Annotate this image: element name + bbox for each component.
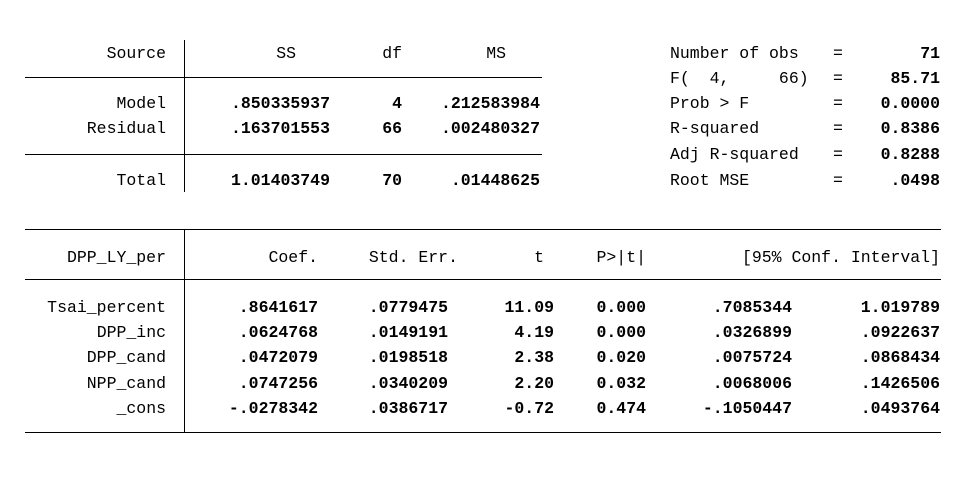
coef-row-var: Tsai_percent xyxy=(47,298,166,317)
stat-label: Number of obs xyxy=(670,44,799,63)
anova-row-df: 4 xyxy=(392,94,402,113)
anova-header-rule xyxy=(25,77,542,78)
anova-header-df: df xyxy=(382,44,402,63)
anova-row-ss: 1.01403749 xyxy=(230,171,330,190)
stat-value: 0.0000 xyxy=(880,94,940,113)
coef-header-var: DPP_LY_per xyxy=(66,248,166,267)
coef-row-ci-lower: .0326899 xyxy=(712,323,792,342)
stat-label: Adj R-squared xyxy=(670,145,799,164)
coef-row-p: 0.032 xyxy=(596,374,646,393)
coef-row-t: 11.09 xyxy=(504,298,554,317)
coef-row-p: 0.020 xyxy=(596,348,646,367)
anova-row-ss: .850335937 xyxy=(230,94,330,113)
anova-header-ms: MS xyxy=(486,44,506,63)
coef-row-coef: .0747256 xyxy=(238,374,318,393)
coef-row-coef: -.0278342 xyxy=(228,399,318,418)
coef-header-rule xyxy=(25,279,941,280)
anova-total-rule xyxy=(25,154,542,155)
stat-equals: = xyxy=(833,145,843,164)
coef-row-se: .0149191 xyxy=(368,323,448,342)
stat-equals: = xyxy=(833,119,843,138)
stat-equals: = xyxy=(833,94,843,113)
coef-header-coef: Coef. xyxy=(268,248,318,267)
coef-header-t: t xyxy=(534,248,544,267)
coef-row-coef: .0624768 xyxy=(238,323,318,342)
coef-row-ci-upper: .0493764 xyxy=(860,399,940,418)
coef-header-se: Std. Err. xyxy=(368,248,458,267)
coef-row-t: 4.19 xyxy=(514,323,554,342)
coef-row-var: _cons xyxy=(116,399,166,418)
coef-row-ci-lower: .0068006 xyxy=(712,374,792,393)
coef-row-se: .0386717 xyxy=(368,399,448,418)
anova-header-ss: SS xyxy=(276,44,296,63)
coef-bottom-rule xyxy=(25,432,941,433)
coef-row-p: 0.000 xyxy=(596,298,646,317)
coef-row-se: .0779475 xyxy=(368,298,448,317)
anova-row-ms: .002480327 xyxy=(440,119,540,138)
coef-row-t: -0.72 xyxy=(504,399,554,418)
coef-vertical-rule xyxy=(184,230,185,433)
stat-value: .0498 xyxy=(890,171,940,190)
coef-header-p: P>|t| xyxy=(596,248,646,267)
coef-top-rule xyxy=(25,229,941,230)
stat-label: F( 4, 66) xyxy=(670,69,809,88)
stat-equals: = xyxy=(833,69,843,88)
anova-row-source: Residual xyxy=(86,119,166,138)
coef-row-se: .0340209 xyxy=(368,374,448,393)
stat-equals: = xyxy=(833,44,843,63)
stat-label: R-squared xyxy=(670,119,760,138)
coef-row-ci-upper: .0868434 xyxy=(860,348,940,367)
coef-row-ci-lower: -.1050447 xyxy=(702,399,792,418)
anova-vertical-rule xyxy=(184,40,185,192)
coef-row-p: 0.474 xyxy=(596,399,646,418)
anova-row-source: Model xyxy=(116,94,166,113)
coef-row-ci-upper: .0922637 xyxy=(860,323,940,342)
anova-row-ss: .163701553 xyxy=(230,119,330,138)
stat-label: Root MSE xyxy=(670,171,750,190)
anova-row-ms: .212583984 xyxy=(440,94,540,113)
coef-row-t: 2.38 xyxy=(514,348,554,367)
anova-row-df: 66 xyxy=(382,119,402,138)
coef-row-coef: .8641617 xyxy=(238,298,318,317)
anova-row-df: 70 xyxy=(382,171,402,190)
coef-row-var: DPP_inc xyxy=(96,323,166,342)
stat-label: Prob > F xyxy=(670,94,750,113)
coef-row-var: DPP_cand xyxy=(86,348,166,367)
coef-row-ci-lower: .0075724 xyxy=(712,348,792,367)
coef-row-ci-upper: 1.019789 xyxy=(860,298,940,317)
anova-row-ms: .01448625 xyxy=(450,171,540,190)
coef-row-var: NPP_cand xyxy=(86,374,166,393)
stat-value: 0.8386 xyxy=(880,119,940,138)
stat-value: 85.71 xyxy=(890,69,940,88)
coef-row-ci-upper: .1426506 xyxy=(860,374,940,393)
anova-row-source: Total xyxy=(116,171,166,190)
stat-value: 0.8288 xyxy=(880,145,940,164)
anova-header-source: Source xyxy=(106,44,166,63)
coef-row-coef: .0472079 xyxy=(238,348,318,367)
coef-row-se: .0198518 xyxy=(368,348,448,367)
coef-row-t: 2.20 xyxy=(514,374,554,393)
coef-header-ci: [95% Conf. Interval] xyxy=(741,248,940,267)
coef-row-ci-lower: .7085344 xyxy=(712,298,792,317)
stat-value: 71 xyxy=(920,44,940,63)
coef-row-p: 0.000 xyxy=(596,323,646,342)
stat-equals: = xyxy=(833,171,843,190)
